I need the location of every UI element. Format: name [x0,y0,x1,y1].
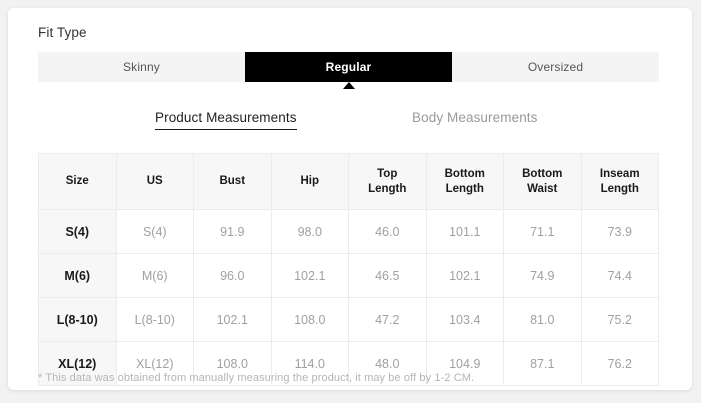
measurement-cell: M(6) [115,253,194,298]
measurement-cell: 108.0 [193,341,272,386]
measurement-tabs[interactable]: Product Measurements Body Measurements [38,110,659,138]
fit-type-option-regular[interactable]: Regular [245,52,452,82]
measurement-cell: 76.2 [580,341,659,386]
measurement-cell: S(4) [115,209,194,254]
tab-body-measurements[interactable]: Body Measurements [412,110,538,125]
measurement-cell: 46.0 [348,209,427,254]
measurement-cell: 87.1 [503,341,582,386]
table-header-row: Size US Bust Hip Top Length Bottom Length Bottom… [38,153,659,210]
measurement-cell: 101.1 [425,209,504,254]
caret-up-icon [342,82,355,89]
measurement-cell: 98.0 [270,209,349,254]
table-header: Size US Bust Hip Top Length Bottom Length Bottom… [38,153,659,210]
measurement-cell: 96.0 [193,253,272,298]
measurement-cell: 75.2 [580,297,659,342]
size-label-cell: M(6) [38,253,117,298]
measurement-cell: 108.0 [270,297,349,342]
size-label-cell: XL(12) [38,341,117,386]
measurement-cell: 104.9 [425,341,504,386]
measurement-cell: 103.4 [425,297,504,342]
column-header-bottom-length: Bottom Length [425,153,504,210]
column-header-bust: Bust [193,153,272,210]
measurement-cell: 74.9 [503,253,582,298]
fit-type-option-skinny[interactable]: Skinny [123,60,160,74]
measurement-cell: 48.0 [348,341,427,386]
measurement-cell: 91.9 [193,209,272,254]
column-header-size: Size [38,153,117,210]
measurement-cell: 73.9 [580,209,659,254]
measurement-cell: 81.0 [503,297,582,342]
table-row: XL(12) XL(12) 108.0 114.0 48.0 104.9 87.1 76.2 [38,341,659,386]
size-label-cell: L(8-10) [38,297,117,342]
measurement-cell: 47.2 [348,297,427,342]
size-chart-table: Size US Bust Hip Top Length Bottom Length Bottom… [38,153,659,386]
fit-type-option-oversized[interactable]: Oversized [527,60,584,74]
table-row: M(6) M(6) 96.0 102.1 46.5 102.1 74.9 74.4 [38,253,659,298]
measurement-cell: L(8-10) [115,297,194,342]
fit-type-label: Fit Type [38,25,87,40]
size-label-cell: S(4) [38,209,117,254]
table-row: S(4) S(4) 91.9 98.0 46.0 101.1 71.1 73.9 [38,209,659,254]
column-header-top-length: Top Length [348,153,427,210]
selected-segment-caret [38,82,659,90]
column-header-bottom-waist: Bottom Waist [503,153,582,210]
fit-type-segmented-control[interactable]: Skinny Regular Oversized [38,52,659,82]
column-header-inseam-length: Inseam Length [580,153,659,210]
table-body: S(4) S(4) 91.9 98.0 46.0 101.1 71.1 73.9 M(6) M(6… [38,209,659,386]
measurement-cell: 102.1 [270,253,349,298]
measurement-cell: 102.1 [425,253,504,298]
column-header-hip: Hip [270,153,349,210]
measurement-cell: 46.5 [348,253,427,298]
measurement-cell: 102.1 [193,297,272,342]
tab-product-measurements[interactable]: Product Measurements [155,110,297,130]
table-row: L(8-10) L(8-10) 102.1 108.0 47.2 103.4 81.0 75.… [38,297,659,342]
measurement-cell: 71.1 [503,209,582,254]
measurement-cell: 74.4 [580,253,659,298]
column-header-us: US [115,153,194,210]
size-guide-card: Fit Type Skinny Regular Oversized Product … [8,8,692,390]
measurement-disclaimer: * This data was obtained from manually m… [38,372,475,384]
